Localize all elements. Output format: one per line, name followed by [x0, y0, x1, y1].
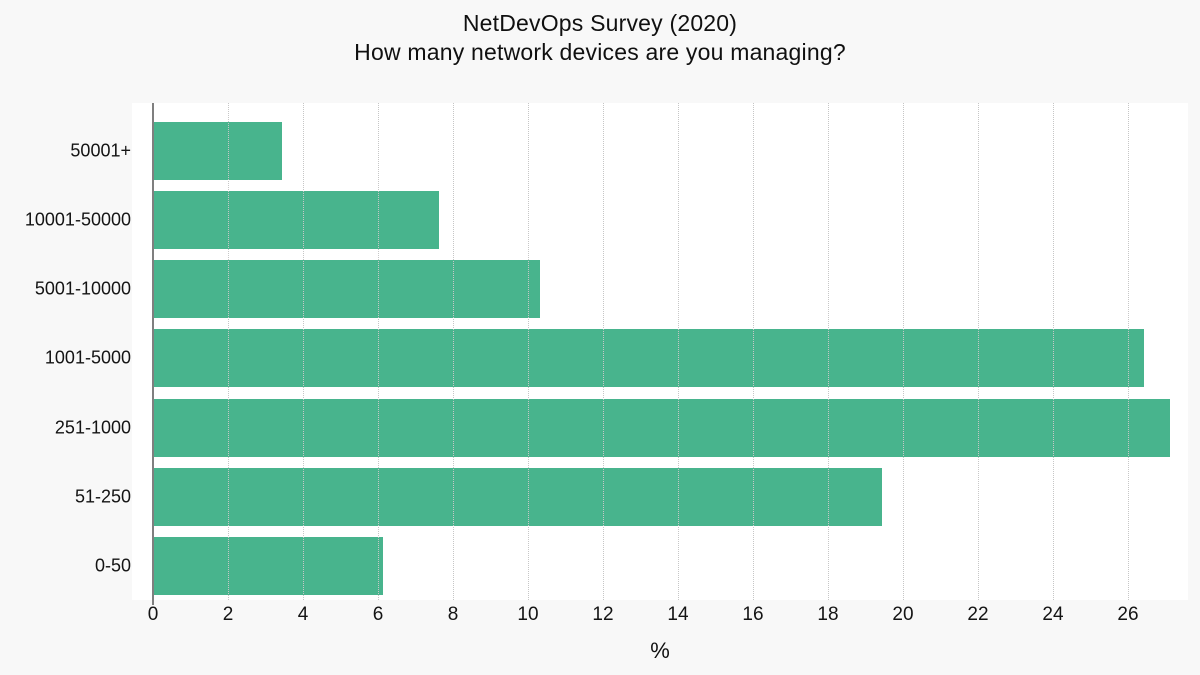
gridline-6: [377, 103, 379, 600]
x-tick-22: 22: [967, 604, 989, 625]
bar-50001+: [154, 122, 282, 180]
bar-251-1000: [154, 398, 1171, 457]
bar-0-50: [154, 536, 383, 595]
gridline-26: [1127, 103, 1129, 600]
x-tick-6: 6: [372, 604, 384, 625]
gridline-22: [977, 103, 979, 600]
y-label-251-1000: 251-1000: [54, 417, 131, 438]
x-axis-title: %: [650, 638, 670, 663]
x-tick-0: 0: [147, 604, 159, 625]
bar-1001-5000: [154, 329, 1144, 388]
x-tick-26: 26: [1117, 604, 1139, 625]
gridline-24: [1052, 103, 1054, 600]
x-tick-8: 8: [447, 604, 459, 625]
y-label-0-50: 0-50: [94, 555, 131, 576]
y-label-51-250: 51-250: [74, 486, 131, 507]
gridline-20: [902, 103, 904, 600]
chart-title-line2: How many network devices are you managin…: [354, 39, 846, 65]
x-tick-20: 20: [892, 604, 914, 625]
x-tick-18: 18: [817, 604, 839, 625]
x-tick-16: 16: [742, 604, 764, 625]
x-tick-2: 2: [222, 604, 234, 625]
gridline-4: [302, 103, 304, 600]
x-tick-24: 24: [1042, 604, 1064, 625]
y-label-1001-5000: 1001-5000: [44, 347, 131, 368]
x-tick-14: 14: [667, 604, 689, 625]
gridline-18: [827, 103, 829, 600]
bar-10001-50000: [154, 191, 439, 250]
gridline-10: [527, 103, 529, 600]
chart-title-line1: NetDevOps Survey (2020): [462, 10, 738, 36]
x-tick-10: 10: [517, 604, 539, 625]
y-label-10001-50000: 10001-50000: [24, 209, 131, 230]
gridline-2: [227, 103, 229, 600]
y-label-5001-10000: 5001-10000: [34, 278, 131, 299]
zero-axis-line: [152, 103, 154, 605]
gridline-12: [602, 103, 604, 600]
gridline-8: [452, 103, 454, 600]
plot-area: [132, 103, 1188, 605]
y-label-50001+: 50001+: [70, 140, 131, 161]
bar-5001-10000: [154, 260, 541, 319]
bar-51-250: [154, 467, 882, 526]
x-tick-12: 12: [592, 604, 614, 625]
x-tick-4: 4: [297, 604, 309, 625]
chart-title: NetDevOps Survey (2020) How many network…: [0, 9, 1200, 67]
gridline-14: [677, 103, 679, 600]
gridline-16: [752, 103, 754, 600]
